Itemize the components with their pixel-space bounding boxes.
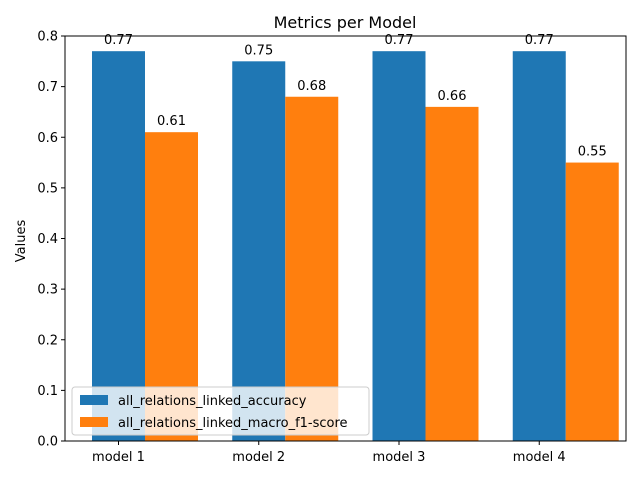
bar-accuracy — [512, 51, 566, 441]
bar-value-label: 0.55 — [578, 145, 607, 160]
bar-accuracy — [92, 51, 145, 441]
y-tick-label: 0.2 — [37, 333, 58, 348]
bar-value-label: 0.77 — [525, 33, 554, 48]
legend: all_relations_linked_accuracy all_relatio… — [71, 386, 370, 436]
x-tick-label: model 3 — [373, 450, 426, 465]
legend-box — [71, 386, 370, 436]
x-tick-label: model 2 — [232, 450, 285, 465]
bar-f1-score — [425, 106, 479, 441]
bar-accuracy — [372, 51, 426, 441]
x-axis-ticks: model 1 model 2 model 3 model 4 — [92, 441, 566, 465]
bar-labels-group: 0.77 0.61 0.75 0.68 0.77 0.66 0.77 0.55 — [104, 33, 607, 159]
bars-group — [92, 51, 619, 441]
legend-swatch — [80, 395, 108, 405]
bar-value-label: 0.77 — [385, 33, 414, 48]
bar-value-label: 0.75 — [244, 43, 273, 58]
x-tick-label: model 4 — [513, 450, 566, 465]
y-tick-label: 0.4 — [37, 232, 58, 247]
chart-title: Metrics per Model — [274, 13, 417, 32]
plot-frame — [64, 35, 627, 442]
legend-label: all_relations_linked_macro_f1-score — [118, 416, 348, 431]
bar-value-label: 0.68 — [297, 79, 326, 94]
y-tick-label: 0.5 — [37, 181, 58, 196]
bar-value-label: 0.77 — [104, 33, 133, 48]
bar-accuracy — [232, 61, 286, 441]
x-tick-label: model 1 — [92, 450, 145, 465]
legend-swatch — [80, 417, 108, 427]
y-tick-label: 0.1 — [37, 384, 58, 399]
y-axis-ticks: 0.0 0.1 0.2 0.3 0.4 0.5 0.6 0.7 0.8 — [37, 30, 65, 450]
y-tick-label: 0.7 — [37, 80, 58, 95]
y-tick-label: 0.3 — [37, 283, 58, 298]
y-axis-label: Values — [14, 220, 29, 263]
bar-f1-score — [285, 96, 339, 441]
bar-value-label: 0.66 — [438, 89, 467, 104]
bar-value-label: 0.61 — [157, 114, 186, 129]
bar-f1-score — [565, 162, 619, 441]
y-tick-label: 0.8 — [37, 30, 58, 45]
y-tick-label: 0.0 — [37, 435, 58, 450]
y-tick-label: 0.6 — [37, 131, 58, 146]
legend-label: all_relations_linked_accuracy — [118, 394, 307, 409]
